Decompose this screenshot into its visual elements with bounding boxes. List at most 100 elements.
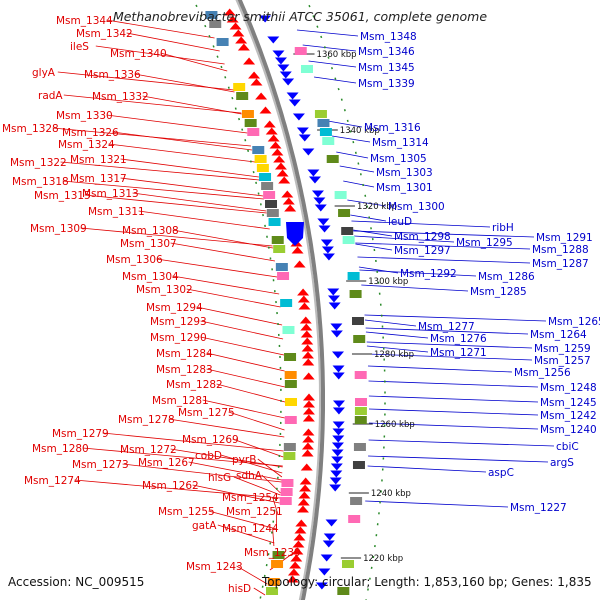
gene-label-forward: pyrB	[232, 454, 256, 466]
leader-line-reverse	[347, 199, 387, 207]
gene-label-forward: Msm_1315	[34, 190, 91, 202]
gene-label-reverse: Msm_1288	[532, 244, 589, 256]
leader-line-reverse	[368, 439, 555, 447]
accession-text: Accession: NC_009515	[8, 575, 144, 589]
reverse-gene-arrow	[329, 477, 342, 485]
forward-gene-arrow	[276, 169, 289, 177]
cog-block-reverse	[317, 119, 330, 127]
forward-gene-arrow	[302, 372, 315, 380]
forward-gene-arrow	[243, 57, 256, 65]
tick-label: 1300 kbp	[368, 277, 408, 287]
gene-label-reverse: Msm_1286	[478, 271, 535, 283]
leader-line-reverse	[302, 44, 357, 52]
reverse-gene-arrow	[329, 484, 342, 492]
forward-gene-arrow	[291, 246, 304, 254]
reverse-gene-arrow	[330, 330, 343, 338]
gene-label-reverse: Msm_1245	[540, 397, 597, 409]
reverse-gene-arrow	[332, 435, 345, 443]
gene-label-forward: Msm_1308	[122, 225, 179, 237]
reverse-gene-arrow	[314, 204, 327, 212]
cog-block-forward	[236, 92, 249, 100]
forward-gene-arrow	[301, 351, 314, 359]
backbone-shadow	[235, 0, 321, 600]
reverse-gene-arrow	[296, 127, 309, 135]
large-reverse-feature	[286, 222, 304, 246]
gene-label-reverse: Msm_1298	[394, 231, 451, 243]
genome-summary-text: Topology: circular; Length: 1,853,160 bp…	[261, 575, 592, 589]
forward-gene-arrow	[294, 526, 307, 534]
gene-label-forward: Msm_1336	[84, 69, 141, 81]
cog-block-forward	[279, 497, 292, 505]
leader-line-reverse	[364, 314, 547, 322]
leader-line-forward	[160, 52, 228, 72]
gene-label-forward: Msm_1243	[186, 561, 243, 573]
leader-line-forward	[60, 161, 260, 181]
gene-label-forward: Msm_1290	[150, 332, 207, 344]
leader-line-forward	[206, 352, 285, 372]
gene-label-reverse: Msm_1242	[540, 410, 597, 422]
gene-label-reverse: Msm_1264	[530, 329, 587, 341]
leader-line-reverse	[368, 408, 539, 416]
leader-line-forward	[106, 19, 215, 39]
leader-line-forward	[272, 496, 279, 516]
forward-gene-arrow	[301, 442, 314, 450]
reverse-gene-arrow	[322, 540, 335, 548]
cog-block-reverse	[337, 587, 350, 595]
leader-line-forward	[192, 484, 280, 504]
leader-line-forward	[168, 418, 285, 438]
forward-gene-arrow	[281, 190, 294, 198]
gene-label-forward: Msm_1294	[146, 302, 203, 314]
cog-block-reverse	[314, 110, 327, 118]
cog-block-forward	[277, 272, 290, 280]
cog-block-forward	[284, 353, 297, 361]
gene-label-forward: Msm_1255	[158, 506, 215, 518]
forward-gene-arrow	[235, 36, 248, 44]
forward-gene-arrow	[255, 92, 268, 100]
forward-gene-arrow	[293, 260, 306, 268]
cog-block-forward	[244, 119, 257, 127]
cog-block-forward	[284, 380, 297, 388]
cog-block-forward	[254, 155, 267, 163]
leader-line-forward	[122, 463, 282, 483]
leader-line-forward	[134, 73, 235, 93]
gene-label-reverse: Msm_1295	[456, 237, 513, 249]
leader-line-reverse	[364, 319, 417, 327]
reverse-gene-arrow	[286, 92, 299, 100]
leader-line-reverse	[314, 76, 357, 84]
gene-label-forward: hisD	[228, 583, 251, 595]
cog-block-reverse	[353, 335, 366, 343]
forward-gene-arrow	[259, 106, 272, 114]
leader-line-forward	[112, 131, 253, 151]
reverse-gene-arrow	[317, 218, 330, 226]
forward-gene-arrow	[286, 575, 299, 583]
leader-line-reverse	[368, 380, 539, 388]
leader-line-forward	[132, 192, 267, 212]
gene-label-forward: Msm_1322	[10, 157, 67, 169]
gene-label-forward: Msm_1313	[82, 188, 139, 200]
gene-label-forward: Msm_1283	[156, 364, 213, 376]
reverse-gene-arrow	[292, 113, 305, 121]
gene-label-reverse: Msm_1345	[358, 62, 415, 74]
gene-label-reverse: Msm_1248	[540, 382, 597, 394]
gene-label-reverse: Msm_1314	[372, 137, 429, 149]
leader-line-reverse	[353, 230, 535, 238]
cog-block-forward	[280, 488, 293, 496]
outer-dotted-guide	[306, 0, 386, 600]
leader-line-forward	[120, 158, 259, 178]
reverse-gene-arrow	[332, 421, 345, 429]
forward-gene-arrow	[297, 295, 310, 303]
leader-line-forward	[208, 510, 277, 530]
reverse-gene-arrow	[315, 582, 328, 590]
reverse-gene-arrow	[311, 190, 324, 198]
gene-label-forward: Msm_1267	[138, 457, 195, 469]
leader-line-reverse	[339, 165, 375, 173]
leader-line-forward	[108, 143, 256, 163]
leader-line-reverse	[365, 331, 429, 339]
forward-gene-arrow	[297, 498, 310, 506]
forward-gene-arrow	[289, 561, 302, 569]
leader-line-forward	[95, 45, 225, 65]
leader-line-forward	[74, 479, 281, 499]
leader-line-forward	[172, 275, 280, 295]
leader-line-forward	[142, 95, 242, 115]
